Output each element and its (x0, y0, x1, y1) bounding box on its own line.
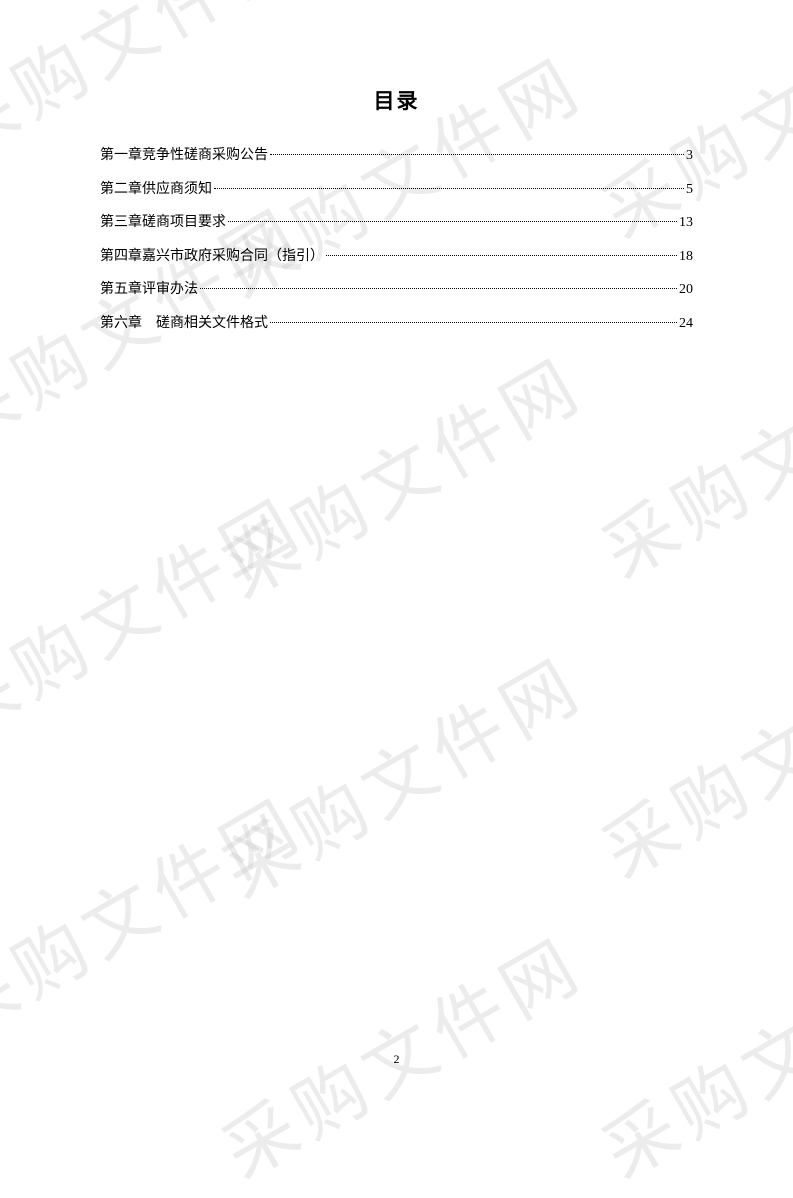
toc-dots (270, 154, 684, 155)
toc-entry-page: 18 (679, 240, 693, 274)
page-content: 目录 第一章竞争性磋商采购公告3第二章供应商须知5第三章磋商项目要求13第四章嘉… (0, 0, 793, 391)
toc-dots (270, 322, 677, 323)
toc-title: 目录 (100, 85, 693, 115)
page-number: 2 (0, 1052, 793, 1067)
toc-entry: 第二章供应商须知 5 (100, 173, 693, 207)
toc-entry: 第一章竞争性磋商采购公告 3 (100, 139, 693, 173)
toc-entry-label: 第三章磋商项目要求 (100, 206, 226, 240)
toc-entry-label: 第四章嘉兴市政府采购合同（指引） (100, 240, 324, 274)
toc-entry-page: 13 (679, 206, 693, 240)
watermark: 采购文件网 (581, 607, 793, 898)
watermark: 采购文件网 (201, 627, 600, 918)
toc-entry-label: 第六章 磋商相关文件格式 (100, 307, 268, 341)
toc-entry-page: 20 (679, 273, 693, 307)
toc-list: 第一章竞争性磋商采购公告3第二章供应商须知5第三章磋商项目要求13第四章嘉兴市政… (100, 139, 693, 341)
watermark: 采购文件网 (0, 767, 319, 1058)
toc-dots (200, 288, 677, 289)
toc-dots (326, 255, 677, 256)
toc-entry: 第三章磋商项目要求 13 (100, 206, 693, 240)
toc-entry-label: 第一章竞争性磋商采购公告 (100, 139, 268, 173)
toc-entry: 第四章嘉兴市政府采购合同（指引） 18 (100, 240, 693, 274)
toc-entry: 第六章 磋商相关文件格式 24 (100, 307, 693, 341)
toc-entry-page: 24 (679, 307, 693, 341)
toc-entry-page: 3 (686, 139, 693, 173)
toc-entry-page: 5 (686, 173, 693, 207)
toc-entry-label: 第五章评审办法 (100, 273, 198, 307)
toc-entry-label: 第二章供应商须知 (100, 173, 212, 207)
toc-dots (214, 188, 684, 189)
toc-dots (228, 221, 677, 222)
watermark: 采购文件网 (0, 467, 319, 758)
toc-entry: 第五章评审办法 20 (100, 273, 693, 307)
